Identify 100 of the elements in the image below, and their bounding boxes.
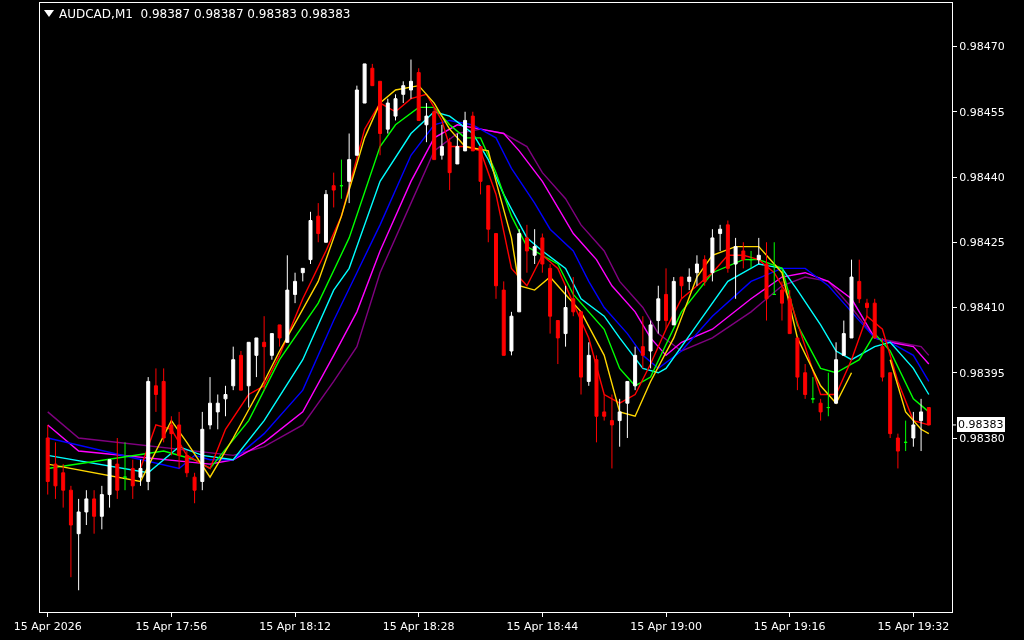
annotation: 0.98383 bbox=[958, 418, 1004, 431]
candlestick bbox=[633, 346, 638, 391]
candlestick bbox=[687, 267, 692, 291]
candlestick bbox=[579, 311, 583, 395]
candlestick bbox=[563, 285, 568, 348]
candlestick bbox=[370, 63, 375, 87]
x-tick-label: 15 Apr 19:16 bbox=[753, 620, 826, 634]
candlestick bbox=[347, 133, 352, 204]
candlestick bbox=[192, 472, 197, 504]
candlestick bbox=[509, 311, 514, 356]
candlestick bbox=[424, 102, 429, 143]
candlestick bbox=[45, 424, 50, 496]
candlestick bbox=[486, 185, 491, 243]
candlestick bbox=[694, 254, 699, 287]
candlestick bbox=[308, 211, 313, 265]
candlestick bbox=[725, 220, 730, 274]
candlestick bbox=[277, 324, 282, 348]
candlestick bbox=[640, 315, 645, 369]
candlestick bbox=[385, 98, 390, 134]
candlestick bbox=[818, 398, 823, 422]
candlestick bbox=[130, 459, 135, 500]
candlestick bbox=[834, 341, 839, 404]
candlestick bbox=[903, 420, 908, 452]
candlestick bbox=[161, 367, 166, 443]
candlestick bbox=[115, 437, 120, 500]
candlestick bbox=[872, 298, 877, 339]
candlestick bbox=[602, 394, 607, 422]
candlestick bbox=[756, 237, 761, 265]
candlestick bbox=[61, 463, 66, 509]
candlestick bbox=[463, 111, 468, 152]
candlestick bbox=[432, 106, 437, 161]
x-tick-label: 15 Apr 2026 bbox=[13, 620, 82, 634]
candlestick bbox=[246, 341, 251, 409]
candlestick bbox=[501, 280, 506, 356]
candlestick bbox=[68, 485, 73, 578]
candlestick bbox=[231, 346, 236, 391]
candlestick bbox=[146, 376, 151, 491]
x-tick-label: 15 Apr 19:00 bbox=[630, 620, 702, 634]
candlestick bbox=[494, 233, 498, 300]
candlestick bbox=[841, 320, 846, 356]
candlestick bbox=[849, 259, 854, 339]
candlestick bbox=[107, 459, 112, 509]
candlestick bbox=[555, 320, 560, 365]
candlestick bbox=[919, 398, 924, 452]
candlestick bbox=[880, 337, 885, 382]
y-tick-label: 0.98395 bbox=[959, 366, 1005, 380]
y-tick-label: 0.98380 bbox=[959, 431, 1005, 445]
candlestick bbox=[779, 280, 784, 322]
candlestick bbox=[594, 354, 599, 443]
candlestick bbox=[532, 228, 537, 265]
candlestick bbox=[911, 411, 916, 448]
candlestick bbox=[447, 137, 452, 191]
candlestick bbox=[208, 376, 213, 430]
candlestick bbox=[865, 298, 869, 317]
candlestick bbox=[153, 367, 158, 413]
candlestick bbox=[810, 376, 815, 404]
candlestick bbox=[76, 498, 81, 591]
candlestick bbox=[200, 411, 205, 491]
y-tick-label: 0.98470 bbox=[959, 40, 1005, 54]
candlestick bbox=[478, 146, 483, 195]
candlestick bbox=[617, 398, 622, 448]
candlestick bbox=[671, 276, 676, 326]
candlestick bbox=[238, 350, 243, 391]
candlestick bbox=[664, 267, 669, 330]
candlestick bbox=[702, 254, 707, 287]
candlestick bbox=[439, 124, 444, 161]
candlestick bbox=[393, 93, 398, 121]
candlestick bbox=[648, 320, 653, 369]
candlestick bbox=[524, 224, 529, 274]
chart-title: AUDCAD,M1 0.98387 0.98387 0.98383 0.98383 bbox=[59, 7, 351, 21]
candlestick bbox=[362, 63, 367, 104]
candlestick bbox=[169, 415, 174, 456]
candlestick bbox=[803, 363, 808, 400]
candlestick bbox=[787, 289, 792, 335]
candlestick bbox=[826, 372, 831, 417]
candlestick bbox=[401, 80, 406, 104]
candlestick bbox=[215, 394, 220, 430]
x-tick-label: 15 Apr 19:32 bbox=[877, 620, 950, 634]
candlestick bbox=[625, 380, 630, 439]
candlestick bbox=[339, 159, 344, 200]
candlestick bbox=[540, 233, 545, 274]
candlestick bbox=[53, 441, 58, 500]
x-tick-label: 15 Apr 17:56 bbox=[135, 620, 208, 634]
y-tick-label: 0.98455 bbox=[959, 105, 1005, 119]
candlestick bbox=[656, 285, 661, 335]
x-tick-label: 15 Apr 18:28 bbox=[382, 620, 455, 634]
candlestick bbox=[300, 267, 305, 282]
candlestick bbox=[718, 224, 723, 252]
candlestick bbox=[92, 489, 97, 535]
candlestick bbox=[293, 272, 298, 304]
candlestick bbox=[455, 133, 460, 165]
candlestick bbox=[795, 337, 800, 391]
candlestick bbox=[586, 341, 591, 387]
candlestick bbox=[888, 372, 893, 439]
candlestick bbox=[84, 489, 89, 526]
candlestick bbox=[354, 85, 359, 156]
candlestick bbox=[254, 337, 259, 378]
x-tick-label: 15 Apr 18:44 bbox=[506, 620, 579, 634]
candlestick bbox=[316, 202, 321, 243]
candlestick bbox=[331, 172, 336, 208]
